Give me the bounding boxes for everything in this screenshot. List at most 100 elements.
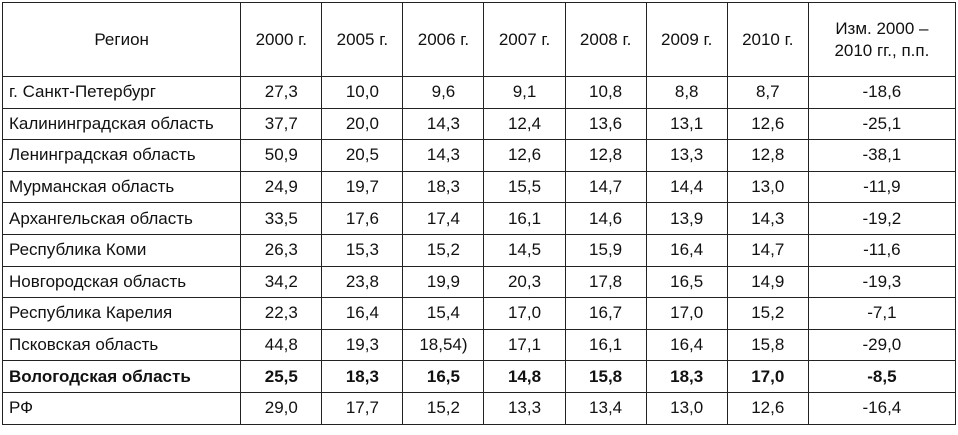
table-row: Архангельская область 33,5 17,6 17,4 16,1 14,…: [1, 202, 957, 235]
value-cell: 16,4: [645, 233, 728, 267]
change-cell: -19,2: [807, 202, 957, 235]
value-cell: 13,0: [645, 391, 728, 425]
value-cell: 14,3: [402, 107, 485, 141]
region-cell: Мурманская область: [1, 170, 242, 204]
table-row: Ленинградская область 50,9 20,5 14,3 12,6 12,…: [1, 139, 957, 172]
value-cell: 12,8: [726, 139, 809, 172]
header-year-2006: 2006 г.: [402, 2, 485, 77]
value-cell: 16,4: [645, 328, 728, 362]
value-cell: 15,8: [564, 360, 647, 393]
value-cell: 12,6: [726, 391, 809, 425]
value-cell: 17,4: [402, 202, 485, 235]
table-row: Республика Карелия 22,3 16,4 15,4 17,0 16,7 17…: [1, 297, 957, 330]
change-cell: -16,4: [807, 391, 957, 425]
value-cell: 14,7: [564, 170, 647, 204]
value-cell: 17,7: [321, 391, 404, 425]
value-cell: 15,4: [402, 297, 485, 330]
region-cell: Республика Коми: [1, 233, 242, 267]
value-cell: 25,5: [240, 360, 323, 393]
value-cell: 16,5: [645, 265, 728, 299]
header-change-line1: Изм. 2000 –: [835, 18, 929, 38]
value-cell: 20,5: [321, 139, 404, 172]
value-cell: 18,54): [402, 328, 485, 362]
change-cell: -38,1: [807, 139, 957, 172]
change-cell: -19,3: [807, 265, 957, 299]
header-year-2000: 2000 г.: [240, 2, 323, 77]
table-row: РФ 29,0 17,7 15,2 13,3 13,4 13,0 12,6 -16,4: [1, 391, 957, 425]
header-change: Изм. 2000 – 2010 гг., п.п.: [807, 2, 957, 77]
value-cell: 19,9: [402, 265, 485, 299]
value-cell: 17,0: [483, 297, 566, 330]
value-cell: 14,6: [564, 202, 647, 235]
table-body: г. Санкт-Петербург 27,3 10,0 9,6 9,1 10,8 8,8 8…: [1, 76, 957, 425]
table-row: Мурманская область 24,9 19,7 18,3 15,5 14,7 14…: [1, 170, 957, 204]
value-cell: 16,5: [402, 360, 485, 393]
value-cell: 14,7: [726, 233, 809, 267]
region-cell: Калининградская область: [1, 107, 242, 141]
header-row: Регион 2000 г. 2005 г. 2006 г. 2007 г. 2…: [1, 2, 957, 77]
table-row: Вологодская область 25,5 18,3 16,5 14,8 15,8 1…: [1, 360, 957, 393]
change-cell: -18,6: [807, 76, 957, 109]
value-cell: 17,0: [726, 360, 809, 393]
value-cell: 10,8: [564, 76, 647, 109]
value-cell: 9,6: [402, 76, 485, 109]
value-cell: 13,4: [564, 391, 647, 425]
value-cell: 23,8: [321, 265, 404, 299]
table-row: г. Санкт-Петербург 27,3 10,0 9,6 9,1 10,8 8,8 8…: [1, 76, 957, 109]
value-cell: 37,7: [240, 107, 323, 141]
value-cell: 16,1: [564, 328, 647, 362]
value-cell: 12,6: [483, 139, 566, 172]
value-cell: 26,3: [240, 233, 323, 267]
value-cell: 19,7: [321, 170, 404, 204]
header-year-2010: 2010 г.: [726, 2, 809, 77]
change-cell: -11,9: [807, 170, 957, 204]
value-cell: 20,0: [321, 107, 404, 141]
value-cell: 12,4: [483, 107, 566, 141]
value-cell: 8,7: [726, 76, 809, 109]
value-cell: 19,3: [321, 328, 404, 362]
value-cell: 15,2: [402, 391, 485, 425]
region-cell: РФ: [1, 391, 242, 425]
value-cell: 13,1: [645, 107, 728, 141]
value-cell: 14,9: [726, 265, 809, 299]
value-cell: 18,3: [645, 360, 728, 393]
value-cell: 50,9: [240, 139, 323, 172]
value-cell: 15,9: [564, 233, 647, 267]
value-cell: 13,6: [564, 107, 647, 141]
value-cell: 13,3: [483, 391, 566, 425]
value-cell: 15,2: [402, 233, 485, 267]
value-cell: 15,3: [321, 233, 404, 267]
table-row: Новгородская область 34,2 23,8 19,9 20,3 17,8…: [1, 265, 957, 299]
value-cell: 15,8: [726, 328, 809, 362]
table-row: Калининградская область 37,7 20,0 14,3 12,4 1…: [1, 107, 957, 141]
value-cell: 34,2: [240, 265, 323, 299]
value-cell: 22,3: [240, 297, 323, 330]
header-region: Регион: [1, 2, 242, 77]
value-cell: 16,1: [483, 202, 566, 235]
region-cell: Новгородская область: [1, 265, 242, 299]
value-cell: 16,4: [321, 297, 404, 330]
region-cell: Ленинградская область: [1, 139, 242, 172]
header-year-2008: 2008 г.: [564, 2, 647, 77]
value-cell: 24,9: [240, 170, 323, 204]
value-cell: 14,3: [726, 202, 809, 235]
value-cell: 12,6: [726, 107, 809, 141]
value-cell: 13,0: [726, 170, 809, 204]
value-cell: 18,3: [321, 360, 404, 393]
header-year-2009: 2009 г.: [645, 2, 728, 77]
change-cell: -25,1: [807, 107, 957, 141]
value-cell: 18,3: [402, 170, 485, 204]
value-cell: 27,3: [240, 76, 323, 109]
change-cell: -11,6: [807, 233, 957, 267]
value-cell: 9,1: [483, 76, 566, 109]
table-row: Республика Коми 26,3 15,3 15,2 14,5 15,9 16,4 1…: [1, 233, 957, 267]
data-table: Регион 2000 г. 2005 г. 2006 г. 2007 г. 2…: [1, 2, 957, 425]
value-cell: 12,8: [564, 139, 647, 172]
value-cell: 13,3: [645, 139, 728, 172]
region-cell: Архангельская область: [1, 202, 242, 235]
value-cell: 14,5: [483, 233, 566, 267]
value-cell: 17,0: [645, 297, 728, 330]
value-cell: 44,8: [240, 328, 323, 362]
value-cell: 15,5: [483, 170, 566, 204]
value-cell: 17,6: [321, 202, 404, 235]
